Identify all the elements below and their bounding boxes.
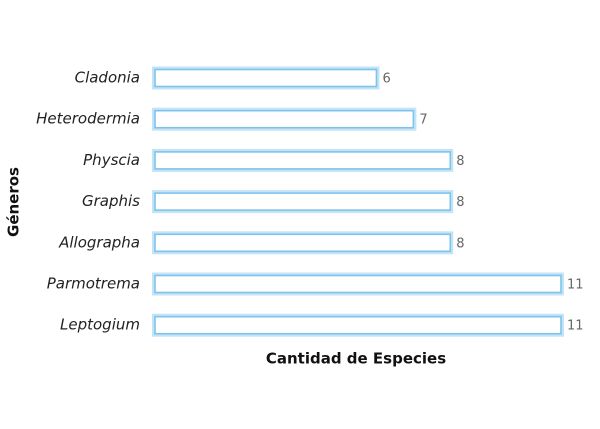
bar-glow <box>152 107 417 131</box>
y-tick-label: Cladonia <box>75 69 140 87</box>
bar <box>154 315 562 335</box>
y-tick-label: Graphis <box>82 192 140 210</box>
bar <box>154 109 415 129</box>
y-axis-label: Géneros <box>5 167 23 237</box>
bar-glow <box>152 272 564 296</box>
y-tick-label: Leptogium <box>60 316 140 334</box>
value-label: 11 <box>567 319 584 334</box>
bar <box>154 151 452 170</box>
value-label: 7 <box>419 113 427 128</box>
bar <box>154 233 452 253</box>
y-tick-label: Parmotrema <box>47 275 140 293</box>
bar <box>154 274 562 294</box>
bar-glow <box>152 66 380 90</box>
value-label: 11 <box>567 278 584 293</box>
value-label: 6 <box>382 72 390 87</box>
bar-glow <box>152 313 564 337</box>
x-axis-label: Cantidad de Especies <box>266 350 446 368</box>
bar <box>154 192 452 211</box>
value-label: 8 <box>456 154 464 169</box>
value-label: 8 <box>456 236 464 251</box>
y-tick-label: Allographa <box>58 233 140 251</box>
y-tick-label: Heterodermia <box>36 110 140 128</box>
y-tick-label: Physcia <box>83 151 140 169</box>
bar-glow <box>152 231 454 255</box>
bar-glow <box>152 148 454 172</box>
bar <box>154 68 378 88</box>
value-label: 8 <box>456 195 464 210</box>
bar-glow <box>152 190 454 214</box>
